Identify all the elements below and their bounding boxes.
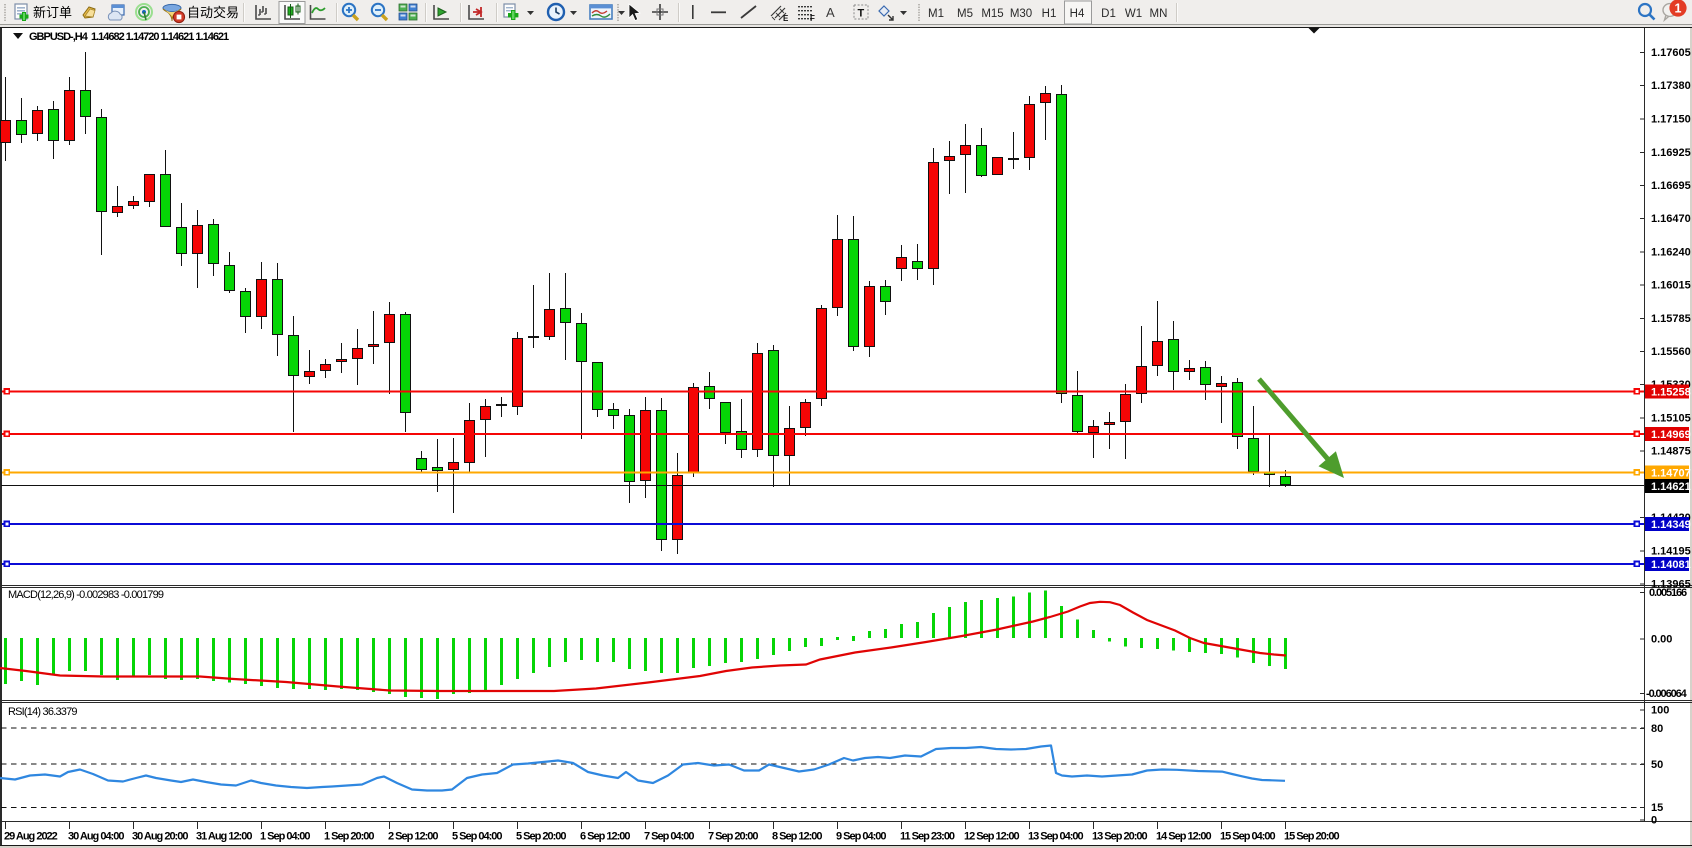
svg-text:1.16695: 1.16695 [1651,180,1691,192]
svg-text:-0.006064: -0.006064 [1646,688,1688,700]
svg-text:1.15560: 1.15560 [1651,346,1691,358]
svg-text:新订单: 新订单 [33,5,72,20]
svg-text:1.15105: 1.15105 [1651,413,1691,425]
svg-text:1: 1 [1675,2,1682,16]
svg-text:1.16470: 1.16470 [1651,213,1691,225]
svg-text:100: 100 [1651,705,1669,717]
svg-text:1 Sep 20:00: 1 Sep 20:00 [324,831,374,843]
svg-text:M5: M5 [957,8,973,20]
svg-text:29 Aug 2022: 29 Aug 2022 [4,831,58,843]
svg-text:0.005166: 0.005166 [1649,587,1687,599]
svg-text:13 Sep 20:00: 13 Sep 20:00 [1092,831,1148,843]
svg-text:1.14195: 1.14195 [1651,546,1691,558]
svg-text:7 Sep 04:00: 7 Sep 04:00 [644,831,694,843]
svg-text:T: T [858,8,865,20]
svg-text:15 Sep 20:00: 15 Sep 20:00 [1284,831,1340,843]
svg-text:2 Sep 12:00: 2 Sep 12:00 [388,831,438,843]
svg-text:W1: W1 [1125,8,1142,20]
svg-text:1.14349: 1.14349 [1651,519,1691,531]
svg-text:RSI(14) 36.3379: RSI(14) 36.3379 [8,706,77,718]
svg-text:1.16925: 1.16925 [1651,147,1691,159]
svg-text:15 Sep 04:00: 15 Sep 04:00 [1220,831,1276,843]
svg-text:0: 0 [1651,815,1657,827]
svg-text:H1: H1 [1042,8,1057,20]
svg-text:1.14875: 1.14875 [1651,446,1691,458]
svg-text:9 Sep 04:00: 9 Sep 04:00 [836,831,886,843]
svg-text:6 Sep 12:00: 6 Sep 12:00 [580,831,630,843]
svg-text:1.16240: 1.16240 [1651,247,1691,259]
svg-text:7 Sep 20:00: 7 Sep 20:00 [708,831,758,843]
svg-text:1.14081: 1.14081 [1651,559,1691,571]
svg-text:50: 50 [1651,759,1663,771]
svg-text:1.14707: 1.14707 [1651,468,1691,480]
svg-text:1.14621: 1.14621 [1651,481,1691,493]
svg-text:80: 80 [1651,723,1663,735]
svg-text:30 Aug 04:00: 30 Aug 04:00 [68,831,124,843]
svg-text:1.17150: 1.17150 [1651,114,1691,126]
svg-text:F: F [810,14,815,23]
svg-text:13 Sep 04:00: 13 Sep 04:00 [1028,831,1084,843]
svg-text:30 Aug 20:00: 30 Aug 20:00 [132,831,188,843]
svg-text:M1: M1 [928,8,944,20]
svg-text:1.17605: 1.17605 [1651,47,1691,59]
svg-text:14 Sep 12:00: 14 Sep 12:00 [1156,831,1212,843]
svg-text:自动交易: 自动交易 [187,5,239,20]
svg-text:11 Sep 23:00: 11 Sep 23:00 [900,831,955,843]
svg-text:1.15785: 1.15785 [1651,313,1691,325]
svg-text:15: 15 [1651,802,1663,814]
svg-text:1.17380: 1.17380 [1651,80,1691,92]
svg-text:1.16015: 1.16015 [1651,280,1691,292]
svg-text:D1: D1 [1101,8,1116,20]
svg-text:M30: M30 [1010,8,1032,20]
svg-text:1.13965: 1.13965 [1651,579,1691,591]
svg-text:1 Sep 04:00: 1 Sep 04:00 [260,831,310,843]
svg-text:E: E [783,14,789,23]
svg-text:M15: M15 [981,8,1003,20]
svg-text:8 Sep 12:00: 8 Sep 12:00 [772,831,822,843]
svg-text:1.15258: 1.15258 [1651,387,1691,399]
svg-text:H4: H4 [1070,8,1085,20]
svg-text:5 Sep 20:00: 5 Sep 20:00 [516,831,566,843]
svg-text:12 Sep 12:00: 12 Sep 12:00 [964,831,1020,843]
svg-text:MN: MN [1150,8,1168,20]
svg-text:5 Sep 04:00: 5 Sep 04:00 [452,831,502,843]
svg-text:MACD(12,26,9) -0.002983 -0.001: MACD(12,26,9) -0.002983 -0.001799 [8,589,164,601]
svg-text:GBPUSD-,H4 1.14682 1.14720 1.: GBPUSD-,H4 1.14682 1.14720 1.14621 1.146… [29,31,229,43]
svg-text:1.14969: 1.14969 [1651,429,1691,441]
svg-text:A: A [826,5,835,20]
svg-text:31 Aug 12:00: 31 Aug 12:00 [196,831,252,843]
svg-text:0.00: 0.00 [1651,634,1672,646]
